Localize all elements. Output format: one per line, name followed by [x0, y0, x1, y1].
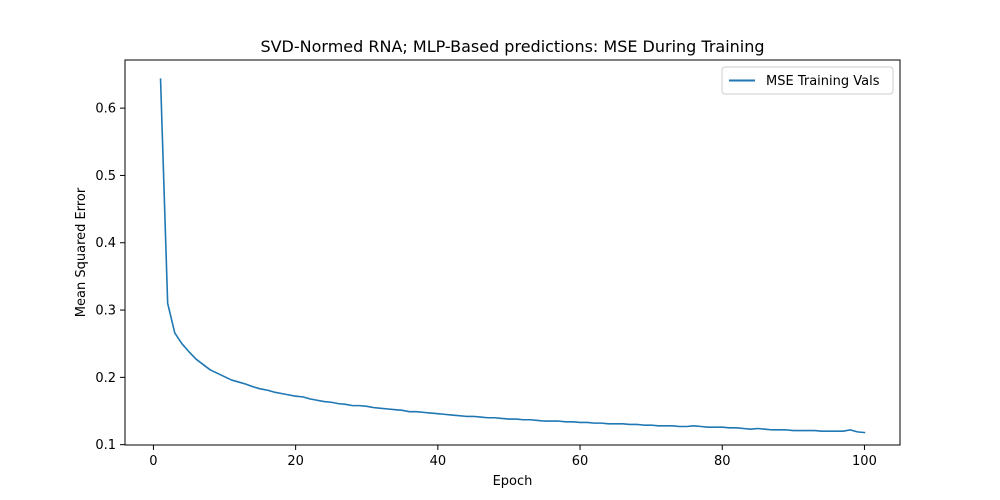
y-tick-label: 0.2 — [95, 371, 116, 386]
x-tick-label: 0 — [149, 454, 157, 469]
y-tick-label: 0.4 — [95, 236, 116, 251]
x-tick-label: 100 — [852, 454, 877, 469]
chart-title: SVD-Normed RNA; MLP-Based predictions: M… — [260, 37, 764, 56]
x-tick-label: 60 — [572, 454, 589, 469]
x-tick-label: 80 — [714, 454, 731, 469]
x-tick-label: 20 — [287, 454, 304, 469]
series-layer — [159, 78, 866, 434]
plot-frame — [124, 59, 901, 446]
y-axis-label: Mean Squared Error — [74, 187, 89, 317]
x-axis-ticks: 0 20 40 60 80 100 — [149, 445, 877, 469]
y-tick-label: 0.1 — [95, 438, 116, 453]
x-axis-label: Epoch — [493, 474, 533, 489]
y-tick-label: 0.5 — [95, 169, 116, 184]
series-line-0 — [159, 78, 866, 434]
legend-box — [721, 66, 894, 95]
x-tick-label: 40 — [430, 454, 447, 469]
y-tick-label: 0.6 — [95, 102, 116, 117]
legend-entry-label: MSE Training Vals — [766, 74, 880, 89]
y-axis-ticks: 0.1 0.2 0.3 0.4 0.5 0.6 — [95, 102, 125, 453]
y-tick-label: 0.3 — [95, 304, 116, 319]
legend: MSE Training Vals — [721, 66, 894, 95]
plot-area — [125, 60, 900, 445]
